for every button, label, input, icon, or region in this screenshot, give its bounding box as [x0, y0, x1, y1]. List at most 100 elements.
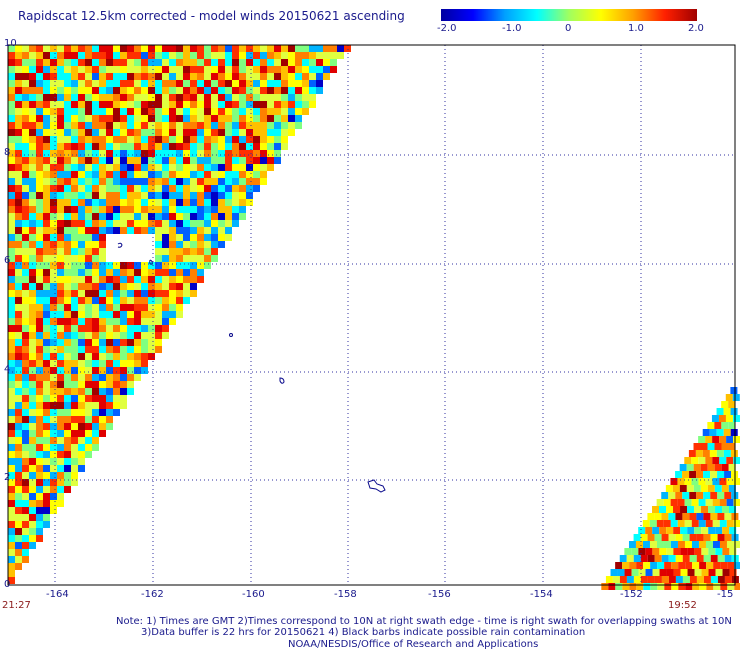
- data-cell: [260, 115, 267, 122]
- data-cell: [232, 136, 239, 143]
- data-cell: [712, 520, 720, 527]
- data-cell: [155, 213, 162, 220]
- data-cell: [99, 276, 106, 283]
- data-cell: [197, 213, 204, 220]
- data-cell: [64, 241, 71, 248]
- data-cell: [330, 45, 337, 52]
- data-cell: [43, 52, 50, 59]
- data-cell: [71, 381, 78, 388]
- data-cell: [43, 451, 50, 458]
- data-cell: [71, 94, 78, 101]
- data-cell: [134, 178, 141, 185]
- data-cell: [50, 332, 57, 339]
- data-cell: [218, 234, 225, 241]
- data-cell: [8, 304, 15, 311]
- data-cell: [22, 206, 29, 213]
- data-cell: [225, 52, 232, 59]
- data-cell: [246, 45, 253, 52]
- data-cell: [183, 87, 190, 94]
- data-cell: [162, 108, 169, 115]
- data-cell: [120, 311, 127, 318]
- data-cell: [162, 227, 169, 234]
- data-cell: [197, 171, 204, 178]
- data-cell: [57, 164, 64, 171]
- data-cell: [50, 52, 57, 59]
- data-cell: [113, 304, 120, 311]
- data-cell: [99, 122, 106, 129]
- data-cell: [71, 458, 78, 465]
- data-cell: [659, 527, 667, 534]
- data-cell: [211, 143, 218, 150]
- data-cell: [176, 157, 183, 164]
- data-cell: [162, 304, 169, 311]
- data-cell: [71, 164, 78, 171]
- data-cell: [148, 87, 155, 94]
- data-cell: [36, 332, 43, 339]
- data-cell: [85, 248, 92, 255]
- data-cell: [57, 87, 64, 94]
- data-cell: [64, 367, 71, 374]
- data-cell: [64, 164, 71, 171]
- data-cell: [246, 129, 253, 136]
- data-cell: [29, 346, 36, 353]
- data-cell: [29, 241, 36, 248]
- data-cell: [619, 576, 627, 583]
- data-cell: [85, 115, 92, 122]
- data-cell: [162, 115, 169, 122]
- data-cell: [50, 444, 57, 451]
- data-cell: [57, 241, 64, 248]
- data-cell: [686, 464, 694, 471]
- data-cell: [22, 80, 29, 87]
- data-cell: [729, 548, 737, 555]
- data-cell: [113, 66, 120, 73]
- data-cell: [50, 206, 57, 213]
- data-cell: [36, 528, 43, 535]
- data-cell: [64, 108, 71, 115]
- data-cell: [8, 409, 15, 416]
- data-cell: [120, 178, 127, 185]
- data-cell: [15, 346, 22, 353]
- data-cell: [57, 458, 64, 465]
- data-cell: [218, 101, 225, 108]
- data-cell: [113, 318, 120, 325]
- data-cell: [15, 437, 22, 444]
- data-cell: [316, 80, 323, 87]
- data-cell: [134, 262, 141, 269]
- data-cell: [141, 318, 148, 325]
- data-cell: [120, 213, 127, 220]
- data-cell: [647, 513, 655, 520]
- data-cell: [677, 541, 685, 548]
- data-cell: [106, 87, 113, 94]
- data-cell: [640, 534, 648, 541]
- data-cell: [43, 199, 50, 206]
- data-cell: [668, 534, 676, 541]
- data-cell: [43, 94, 50, 101]
- data-cell: [43, 332, 50, 339]
- data-cell: [302, 73, 309, 80]
- data-cell: [274, 94, 281, 101]
- data-cell: [281, 129, 288, 136]
- data-cell: [274, 108, 281, 115]
- data-cell: [29, 213, 36, 220]
- data-cell: [714, 422, 722, 429]
- data-cell: [636, 562, 644, 569]
- data-cell: [85, 395, 92, 402]
- data-cell: [295, 101, 302, 108]
- data-cell: [50, 129, 57, 136]
- data-cell: [134, 213, 141, 220]
- data-cell: [57, 318, 64, 325]
- data-cell: [64, 136, 71, 143]
- data-cell: [36, 514, 43, 521]
- data-cell: [633, 534, 641, 541]
- data-cell: [29, 234, 36, 241]
- data-cell: [652, 506, 660, 513]
- data-cell: [684, 478, 692, 485]
- data-cell: [85, 381, 92, 388]
- data-cell: [654, 576, 662, 583]
- data-cell: [239, 178, 246, 185]
- data-cell: [71, 479, 78, 486]
- data-cell: [260, 45, 267, 52]
- data-cell: [29, 52, 36, 59]
- data-cell: [71, 276, 78, 283]
- data-cell: [692, 583, 700, 590]
